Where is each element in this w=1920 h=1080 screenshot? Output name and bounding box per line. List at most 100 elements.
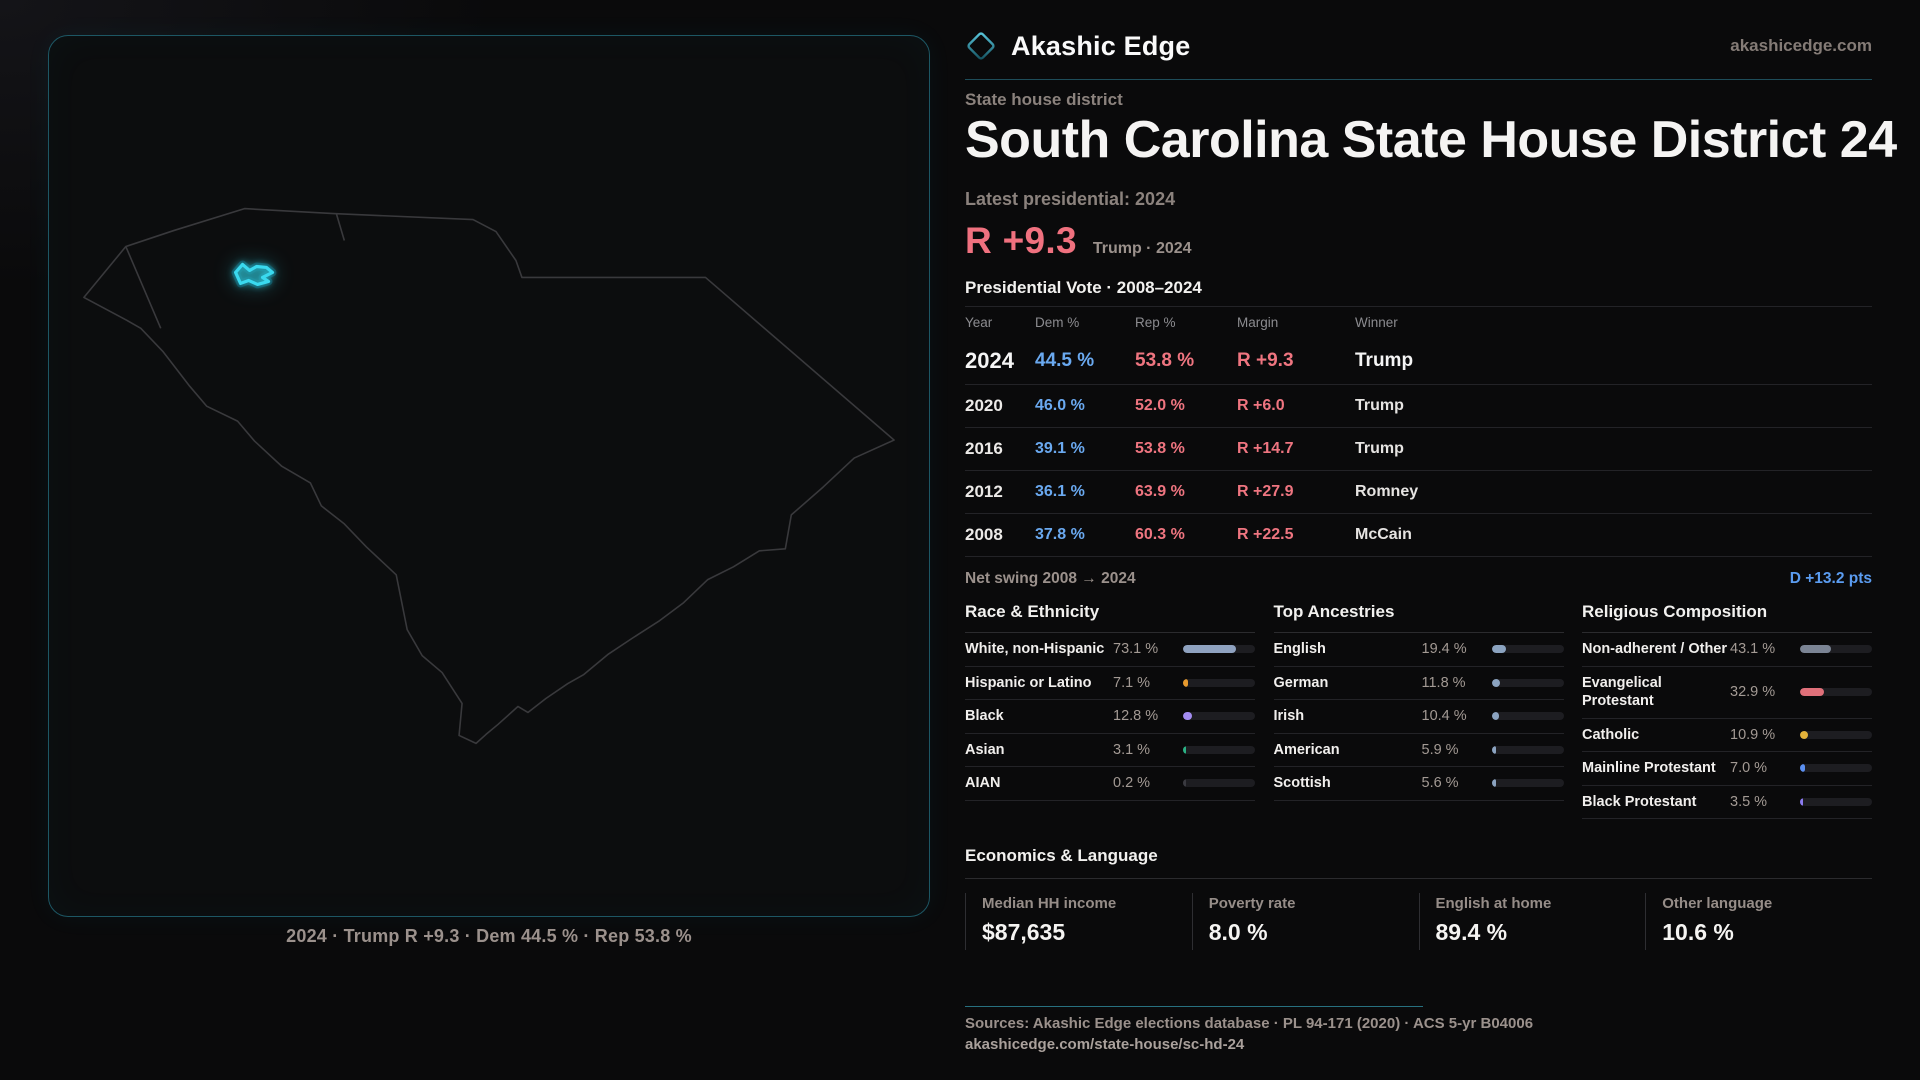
stat-bar — [1183, 645, 1255, 654]
rep-cell: 63.9 % — [1135, 483, 1185, 500]
stat-bar — [1800, 798, 1872, 806]
stat-value: 0.2 % — [1113, 775, 1151, 792]
stat-label: Scottish — [1273, 775, 1331, 792]
district-highlight — [231, 260, 277, 289]
stat-bar — [1800, 730, 1872, 739]
year-cell: 2020 — [965, 396, 1003, 415]
table-row: 2020 46.0 % 52.0 % R +6.0 Trump — [965, 385, 1872, 428]
list-item: White, non-Hispanic 73.1 % — [965, 633, 1255, 667]
stat-label: Non-adherent / Other — [1582, 641, 1728, 657]
map-caption: 2024 · Trump R +9.3 · Dem 44.5 % · Rep 5… — [286, 926, 692, 946]
stat-bar-fill — [1491, 712, 1499, 721]
year-cell: 2008 — [965, 525, 1003, 544]
stat-label: American — [1273, 741, 1340, 758]
winner-cell: Trump — [1355, 349, 1414, 371]
stat-value: 12.8 % — [1113, 708, 1159, 725]
net-swing-value: D +13.2 pts — [1789, 570, 1872, 587]
table-row: 2024 44.5 % 53.8 % R +9.3 Trump — [965, 337, 1872, 385]
stat-bar-fill — [1183, 645, 1236, 654]
column-header: Dem % — [1035, 314, 1080, 330]
column-header: Winner — [1355, 314, 1398, 330]
rep-cell: 52.0 % — [1135, 397, 1185, 414]
stat-value: 5.6 % — [1421, 775, 1459, 792]
stat-value: 32.9 % — [1730, 684, 1776, 701]
economic-stat-label: Median HH income — [982, 895, 1117, 912]
demographic-section: Religious Composition Non-adherent / Othe… — [1582, 602, 1872, 820]
permalink[interactable]: akashicedge.com/state-house/sc-hd-24 — [965, 1036, 1245, 1053]
demographic-section: Race & Ethnicity White, non-Hispanic 73.1 … — [965, 602, 1255, 819]
section-title: Race & Ethnicity — [965, 602, 1255, 633]
stat-bar — [1183, 745, 1255, 754]
stat-bar-fill — [1183, 678, 1189, 687]
sources-line: Sources: Akashic Edge elections database… — [965, 1015, 1534, 1032]
stat-value: 19.4 % — [1421, 641, 1467, 658]
stat-label: Mainline Protestant — [1582, 760, 1716, 777]
stat-bar-fill — [1800, 645, 1831, 654]
demographic-section: Top Ancestries English 19.4 % German 11.8 % I… — [1273, 602, 1564, 819]
stat-value: 7.1 % — [1113, 674, 1151, 691]
margin-cell: R +22.5 — [1237, 526, 1294, 543]
winner-cell: Romney — [1355, 483, 1419, 500]
stat-value: 10.9 % — [1730, 726, 1776, 743]
margin-cell: R +6.0 — [1237, 397, 1285, 414]
list-item: American 5.9 % — [1273, 734, 1564, 768]
south-carolina-outline — [83, 207, 895, 745]
kicker-label: State house district — [965, 90, 1123, 109]
list-item: Asian 3.1 % — [965, 734, 1255, 768]
stat-value: 3.1 % — [1113, 741, 1151, 758]
stat-value: 43.1 % — [1730, 641, 1776, 658]
stat-bar — [1183, 678, 1255, 687]
state-outline-map — [83, 207, 895, 745]
section-title: Religious Composition — [1582, 602, 1872, 633]
dem-cell: 39.1 % — [1035, 440, 1085, 457]
economic-stat-value: 10.6 % — [1662, 919, 1734, 945]
demographics-grid: Race & Ethnicity White, non-Hispanic 73.1 … — [965, 602, 1872, 820]
stat-value: 10.4 % — [1421, 708, 1467, 725]
list-item: Mainline Protestant 7.0 % — [1582, 752, 1872, 786]
stat-bar — [1491, 712, 1564, 721]
vote-table-title: Presidential Vote · 2008–2024 — [965, 278, 1202, 297]
diamond-logo-icon — [965, 30, 997, 62]
list-item: AIAN 0.2 % — [965, 767, 1255, 801]
stat-bar-fill — [1183, 745, 1186, 754]
winner-cell: Trump — [1355, 440, 1404, 457]
column-header: Margin — [1237, 314, 1279, 330]
brand-site-link[interactable]: akashicedge.com — [1730, 36, 1872, 55]
economic-stat-label: Poverty rate — [1208, 895, 1296, 912]
stat-bar — [1800, 764, 1872, 773]
section-title: Top Ancestries — [1273, 602, 1564, 633]
column-header: Year — [965, 314, 993, 330]
stat-bar — [1800, 688, 1872, 697]
brand-header: Akashic Edge akashicedge.com — [965, 30, 1872, 62]
list-item: Black 12.8 % — [965, 700, 1255, 734]
stat-bar-fill — [1800, 730, 1808, 739]
stat-label: Catholic — [1582, 726, 1640, 743]
border-detail-line-1 — [125, 246, 162, 329]
rep-cell: 53.8 % — [1135, 349, 1195, 371]
stat-label: Black Protestant — [1582, 793, 1697, 810]
dem-cell: 37.8 % — [1035, 526, 1085, 543]
economics-title: Economics & Language — [965, 846, 1872, 879]
district-report: Akashic Edge akashicedge.com State house… — [965, 0, 1897, 1080]
presidential-vote-table: Year Dem % Rep % Margin Winner 2024 44.5 % 53.8… — [965, 306, 1872, 557]
column-header: Rep % — [1135, 314, 1176, 330]
table-row: 2012 36.1 % 63.9 % R +27.9 Romney — [965, 471, 1872, 514]
latest-margin-row: R +9.3 Trump · 2024 — [965, 220, 1192, 262]
stat-bar — [1491, 678, 1564, 687]
economic-stat: Other language 10.6 % — [1645, 893, 1872, 950]
stat-value: 5.9 % — [1421, 741, 1459, 758]
stat-value: 3.5 % — [1730, 794, 1768, 810]
border-detail-line-2 — [335, 213, 346, 241]
margin-cell: R +27.9 — [1237, 483, 1294, 500]
winner-cell: McCain — [1355, 526, 1412, 543]
stat-label: Irish — [1273, 708, 1305, 725]
latest-presidential-label: Latest presidential: 2024 — [965, 189, 1176, 209]
economics-section: Economics & Language Median HH income $87… — [965, 846, 1872, 950]
stat-label: White, non-Hispanic — [965, 641, 1105, 657]
net-swing-label: Net swing 2008 → 2024 — [965, 570, 1136, 587]
rep-cell: 53.8 % — [1135, 440, 1185, 457]
brand-name: Akashic Edge — [1011, 30, 1191, 61]
net-swing-row: Net swing 2008 → 2024 D +13.2 pts — [965, 570, 1872, 588]
list-item: Black Protestant 3.5 % — [1582, 786, 1872, 820]
